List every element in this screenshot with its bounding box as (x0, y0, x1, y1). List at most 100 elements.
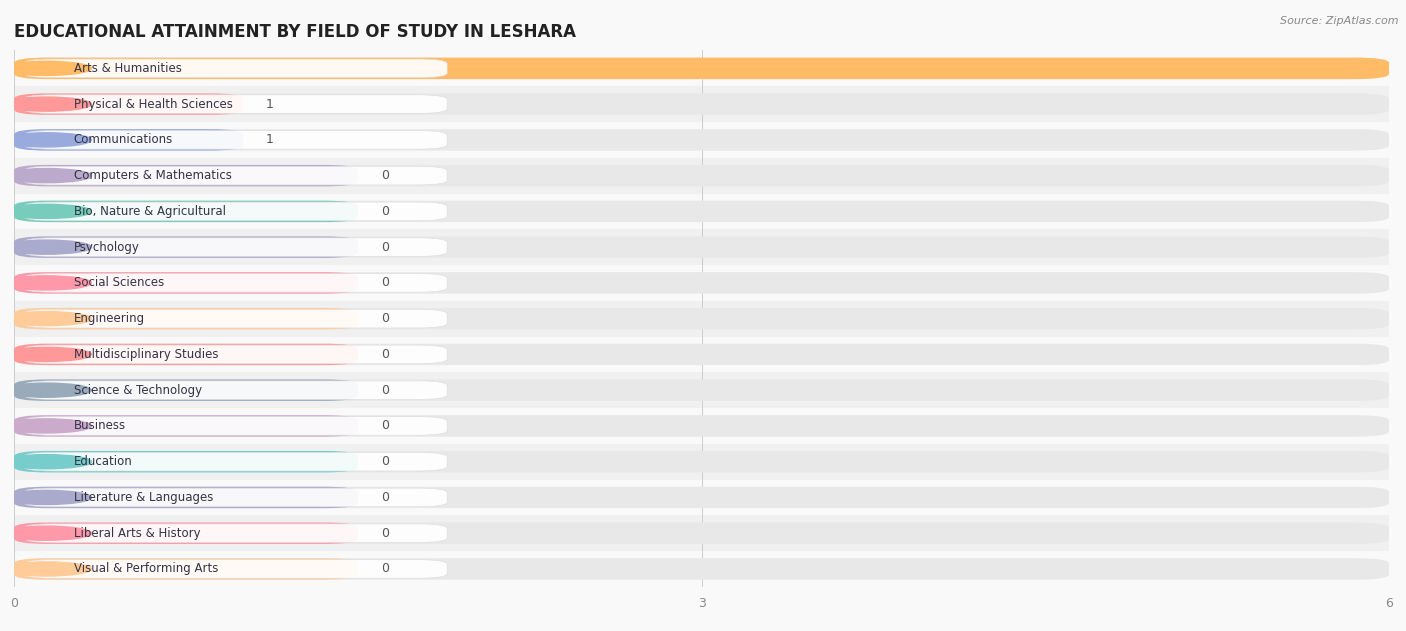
Bar (14, 122, 1389, 158)
Circle shape (1, 347, 91, 362)
Circle shape (1, 490, 91, 505)
FancyBboxPatch shape (14, 237, 357, 258)
Text: EDUCATIONAL ATTAINMENT BY FIELD OF STUDY IN LESHARA: EDUCATIONAL ATTAINMENT BY FIELD OF STUDY… (14, 23, 576, 40)
FancyBboxPatch shape (24, 524, 447, 543)
FancyBboxPatch shape (14, 379, 357, 401)
Text: 0: 0 (381, 455, 388, 468)
Text: Computers & Mathematics: Computers & Mathematics (73, 169, 232, 182)
Circle shape (1, 562, 91, 576)
Text: Social Sciences: Social Sciences (73, 276, 165, 290)
FancyBboxPatch shape (14, 308, 357, 329)
Text: 0: 0 (381, 240, 388, 254)
Circle shape (1, 419, 91, 433)
Circle shape (1, 97, 91, 111)
Text: Liberal Arts & History: Liberal Arts & History (73, 527, 200, 540)
FancyBboxPatch shape (14, 451, 357, 473)
FancyBboxPatch shape (24, 202, 447, 221)
Bar (14, 158, 1389, 194)
Circle shape (1, 133, 91, 147)
FancyBboxPatch shape (14, 522, 357, 544)
Text: Arts & Humanities: Arts & Humanities (73, 62, 181, 75)
FancyBboxPatch shape (14, 558, 357, 580)
FancyBboxPatch shape (14, 487, 357, 508)
Bar (14, 265, 1389, 301)
FancyBboxPatch shape (14, 201, 1389, 222)
Bar (14, 86, 1389, 122)
FancyBboxPatch shape (14, 487, 1389, 508)
Text: Source: ZipAtlas.com: Source: ZipAtlas.com (1281, 16, 1399, 26)
Text: 0: 0 (381, 205, 388, 218)
FancyBboxPatch shape (14, 57, 1389, 79)
FancyBboxPatch shape (24, 345, 447, 363)
Text: Psychology: Psychology (73, 240, 139, 254)
Text: 0: 0 (381, 384, 388, 397)
FancyBboxPatch shape (14, 272, 357, 293)
Text: Bio, Nature & Agricultural: Bio, Nature & Agricultural (73, 205, 225, 218)
Bar (14, 50, 1389, 86)
Text: 0: 0 (381, 276, 388, 290)
FancyBboxPatch shape (14, 344, 1389, 365)
FancyBboxPatch shape (24, 131, 447, 149)
FancyBboxPatch shape (24, 416, 447, 435)
Text: Multidisciplinary Studies: Multidisciplinary Studies (73, 348, 218, 361)
FancyBboxPatch shape (14, 272, 1389, 293)
Bar (14, 516, 1389, 551)
FancyBboxPatch shape (14, 165, 1389, 186)
Circle shape (1, 383, 91, 398)
Circle shape (1, 168, 91, 183)
FancyBboxPatch shape (14, 129, 1389, 151)
Text: Education: Education (73, 455, 132, 468)
Text: 0: 0 (381, 527, 388, 540)
Bar (14, 336, 1389, 372)
FancyBboxPatch shape (14, 93, 1389, 115)
FancyBboxPatch shape (14, 57, 1389, 79)
Circle shape (1, 204, 91, 218)
FancyBboxPatch shape (14, 93, 243, 115)
Text: Communications: Communications (73, 133, 173, 146)
Text: Literature & Languages: Literature & Languages (73, 491, 214, 504)
FancyBboxPatch shape (14, 558, 1389, 580)
Text: 0: 0 (381, 562, 388, 575)
FancyBboxPatch shape (24, 488, 447, 507)
Text: 0: 0 (381, 169, 388, 182)
FancyBboxPatch shape (14, 415, 1389, 437)
Bar (14, 229, 1389, 265)
Text: Visual & Performing Arts: Visual & Performing Arts (73, 562, 218, 575)
Circle shape (1, 61, 91, 76)
FancyBboxPatch shape (24, 238, 447, 256)
Bar (14, 301, 1389, 336)
FancyBboxPatch shape (24, 167, 447, 185)
Bar (14, 372, 1389, 408)
Bar (14, 551, 1389, 587)
FancyBboxPatch shape (14, 522, 1389, 544)
Circle shape (1, 240, 91, 254)
FancyBboxPatch shape (24, 59, 447, 78)
Circle shape (1, 454, 91, 469)
FancyBboxPatch shape (14, 165, 357, 186)
Circle shape (1, 276, 91, 290)
Text: 0: 0 (381, 420, 388, 432)
Text: 1: 1 (266, 133, 274, 146)
FancyBboxPatch shape (14, 344, 357, 365)
Bar (14, 408, 1389, 444)
FancyBboxPatch shape (14, 237, 1389, 258)
FancyBboxPatch shape (14, 201, 357, 222)
FancyBboxPatch shape (14, 129, 243, 151)
Text: Science & Technology: Science & Technology (73, 384, 202, 397)
Circle shape (1, 312, 91, 326)
FancyBboxPatch shape (14, 308, 1389, 329)
Text: 0: 0 (381, 348, 388, 361)
Text: 1: 1 (266, 98, 274, 110)
FancyBboxPatch shape (24, 452, 447, 471)
FancyBboxPatch shape (14, 379, 1389, 401)
FancyBboxPatch shape (24, 560, 447, 578)
Text: 0: 0 (381, 312, 388, 325)
Text: Physical & Health Sciences: Physical & Health Sciences (73, 98, 232, 110)
FancyBboxPatch shape (24, 381, 447, 399)
Text: Engineering: Engineering (73, 312, 145, 325)
Bar (14, 480, 1389, 516)
Text: 0: 0 (381, 491, 388, 504)
Bar (14, 194, 1389, 229)
FancyBboxPatch shape (14, 451, 1389, 473)
FancyBboxPatch shape (24, 274, 447, 292)
